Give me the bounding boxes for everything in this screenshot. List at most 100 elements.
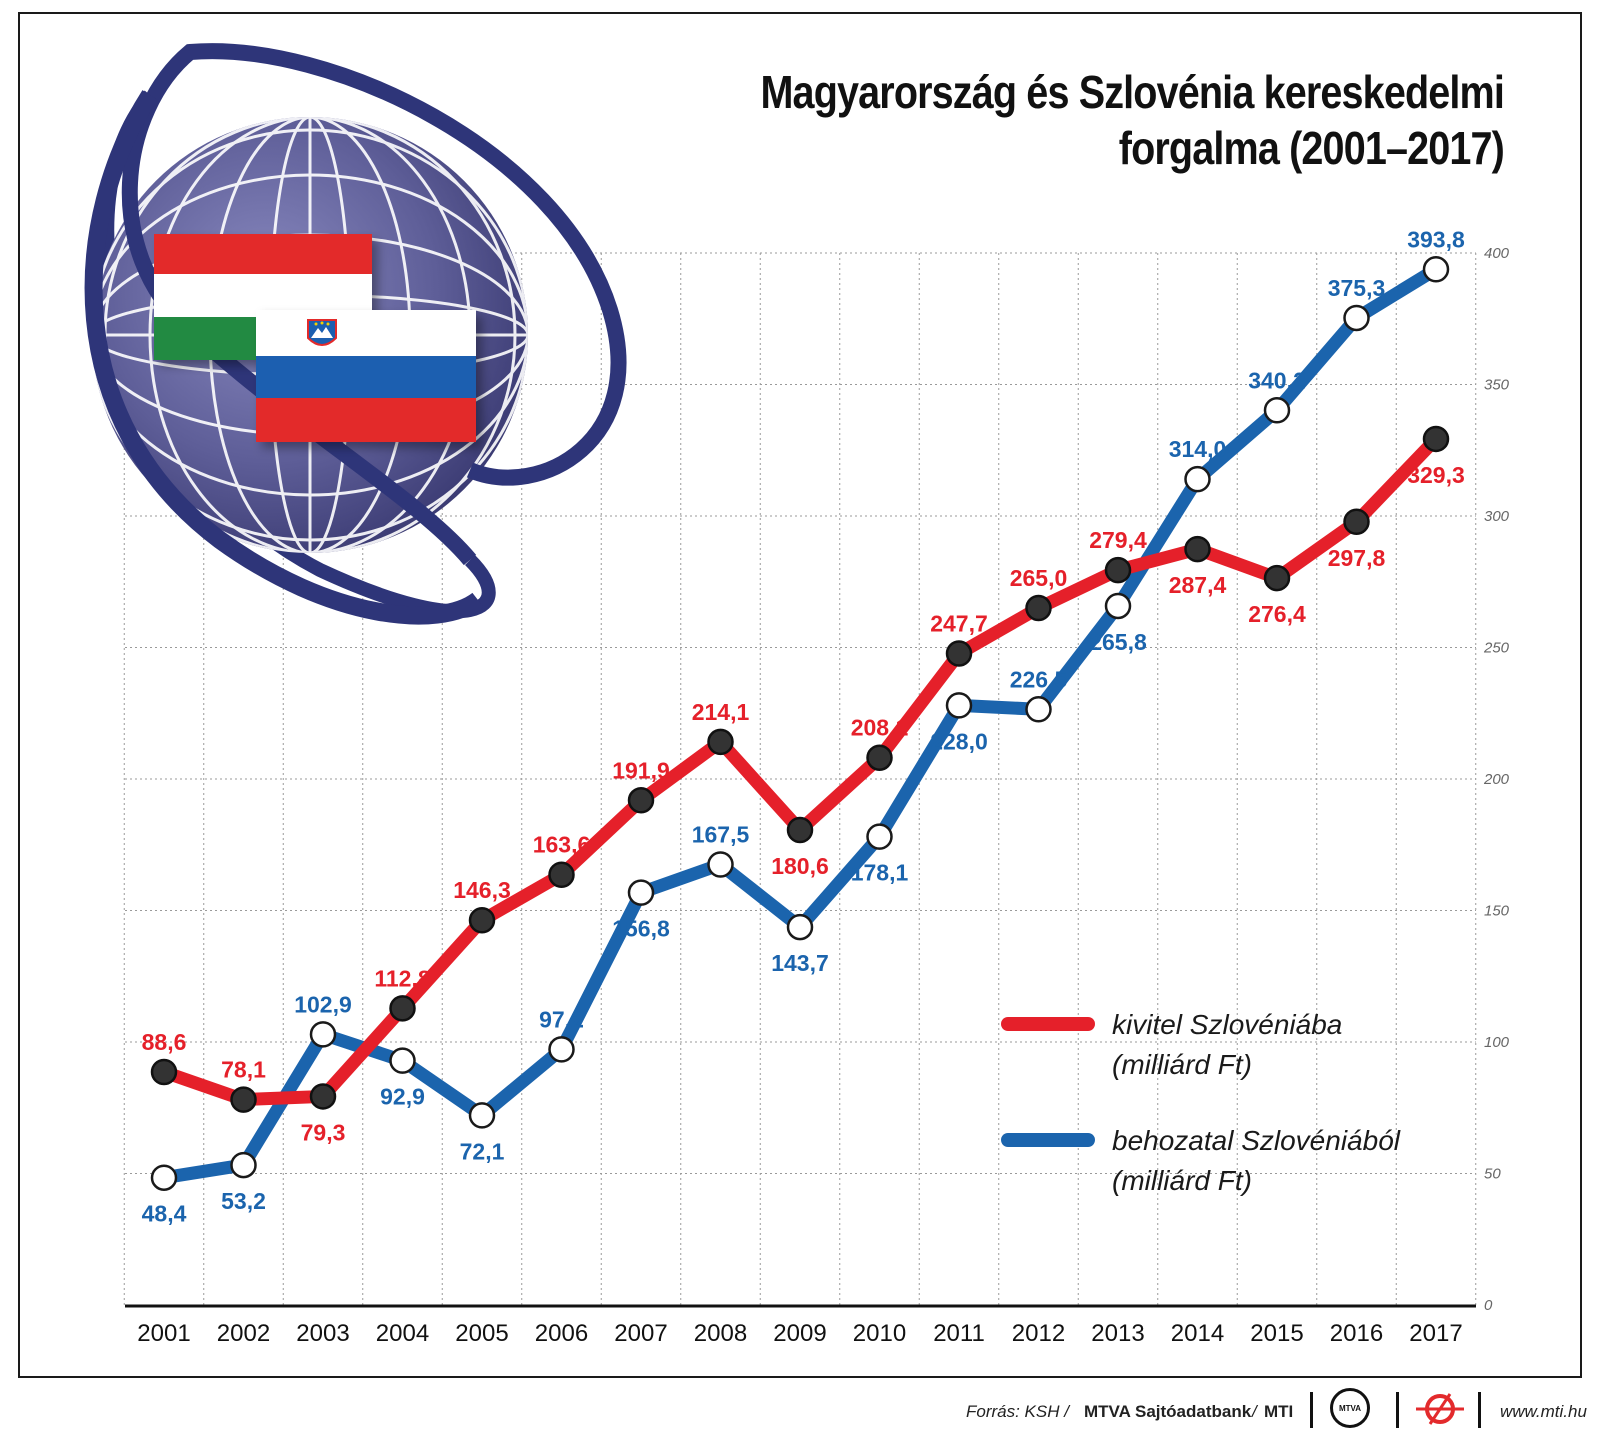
y-axis-ticks: 0 50 100 150 200 250 300 350 400 [1483,245,1510,1314]
import-point [150,1164,178,1191]
export-data-label: 163,6 [533,832,591,858]
export-point [1104,556,1132,584]
mtva-logo-icon: MTVA [1330,1388,1370,1428]
export-point [1184,535,1211,563]
export-point [468,906,496,934]
export-data-label: 180,6 [771,853,829,879]
footer-url: www.mti.hu [1500,1402,1587,1421]
legend-export-line1: kivitel Szlovéniába [1112,1009,1342,1040]
x-tick-label: 2010 [853,1320,906,1347]
import-point [945,692,973,719]
import-point [786,913,814,941]
x-tick-label: 2008 [694,1320,747,1347]
y-tick-label: 0 [1484,1297,1493,1314]
import-data-label: 393,8 [1407,226,1465,252]
export-point [389,995,416,1022]
import-point [548,1036,575,1063]
export-data-label: 214,1 [692,699,750,725]
import-data-label: 53,2 [221,1188,266,1214]
x-tick-label: 2005 [455,1320,508,1347]
export-point [230,1086,257,1113]
import-data-label: 226,5 [1010,666,1068,692]
legend: kivitel Szlovéniába (milliárd Ft) behoza… [1001,1009,1401,1196]
export-point [627,787,655,814]
orbit-ring-lower [84,90,484,625]
x-tick-label: 2003 [296,1320,349,1347]
globe-illustration [84,43,627,625]
x-tick-label: 2017 [1409,1320,1462,1347]
footer: Forrás: KSH / MTVA Sajtóadatbank / MTI M… [0,1380,1604,1444]
slovenian-flag [256,310,476,442]
y-tick-label: 150 [1484,903,1510,920]
export-data-label: 265,0 [1010,565,1068,591]
import-point [1025,696,1052,723]
footer-divider-1 [1310,1392,1313,1428]
import-point [866,823,893,850]
export-data-label: 191,9 [612,757,670,783]
chart-title-line1: Magyarország és Szlovénia kereskedelmi [760,66,1504,118]
y-tick-label: 250 [1483,640,1510,657]
import-point [1104,592,1132,620]
export-point [1025,594,1052,622]
source-separator: / [1252,1402,1257,1421]
export-data-label: 112,8 [374,965,430,991]
export-point [1263,564,1291,592]
x-axis: 2001 2002 2003 2004 2005 2006 2007 2008 2009 2010… [125,1304,1476,1347]
export-data-label: 208,1 [851,715,909,741]
legend-export-line2: (milliárd Ft) [1112,1049,1252,1080]
source-mtva: MTVA Sajtóadatbank [1084,1402,1252,1421]
import-data-label: 72,1 [460,1138,505,1164]
mtva-logo-text: MTVA [1338,1403,1362,1413]
y-tick-label: 200 [1483,771,1510,788]
mti-logo-icon [1416,1393,1464,1425]
import-data-label: 143,7 [771,950,829,976]
import-data-label: 92,9 [380,1084,425,1110]
import-point [1343,304,1370,332]
export-point [786,816,814,844]
export-data-label: 88,6 [142,1029,187,1055]
export-data-label: 279,4 [1089,527,1147,553]
import-data-label: 178,1 [851,860,909,886]
legend-import-line2: (milliárd Ft) [1112,1165,1252,1196]
series-layer [150,256,1450,1191]
export-data-label: 146,3 [453,877,511,903]
footer-divider-3 [1478,1392,1481,1428]
source-mti: MTI [1264,1402,1294,1421]
import-data-label: 314,0 [1169,436,1227,462]
export-data-label: 329,3 [1407,462,1465,488]
export-point [945,640,973,667]
x-tick-label: 2014 [1171,1320,1224,1347]
x-tick-label: 2004 [376,1320,429,1347]
legend-import-line1: behozatal Szlovéniából [1112,1125,1401,1156]
x-tick-label: 2009 [773,1320,826,1347]
export-point [1422,425,1450,453]
import-data-label: 375,3 [1328,275,1386,301]
y-tick-label: 50 [1484,1166,1501,1183]
chart-title-line2: forgalma (2001–2017) [1118,122,1505,174]
y-tick-label: 100 [1484,1034,1510,1051]
y-tick-label: 350 [1484,377,1510,394]
import-data-label: 167,5 [692,821,750,847]
source-prefix: Forrás: KSH / [966,1402,1069,1421]
export-data-label: 79,3 [301,1119,346,1145]
x-tick-label: 2007 [614,1320,667,1347]
import-point [230,1151,257,1179]
y-tick-label: 400 [1484,245,1510,262]
import-point [1184,465,1211,493]
import-data-label: 48,4 [142,1201,187,1227]
footer-divider-2 [1396,1392,1399,1428]
import-data-label: 102,9 [294,991,352,1017]
slovenian-coat-of-arms [307,319,337,346]
x-tick-label: 2012 [1012,1320,1065,1347]
export-data-label: 276,4 [1248,601,1306,627]
x-tick-label: 2016 [1330,1320,1383,1347]
x-tick-label: 2006 [535,1320,588,1347]
export-data-label: 297,8 [1328,545,1386,571]
export-data-label: 287,4 [1169,572,1227,598]
x-tick-label: 2013 [1091,1320,1144,1347]
import-data-label: 156,8 [612,916,670,942]
export-point [707,728,734,756]
import-point [468,1102,496,1129]
x-tick-label: 2011 [933,1320,985,1347]
